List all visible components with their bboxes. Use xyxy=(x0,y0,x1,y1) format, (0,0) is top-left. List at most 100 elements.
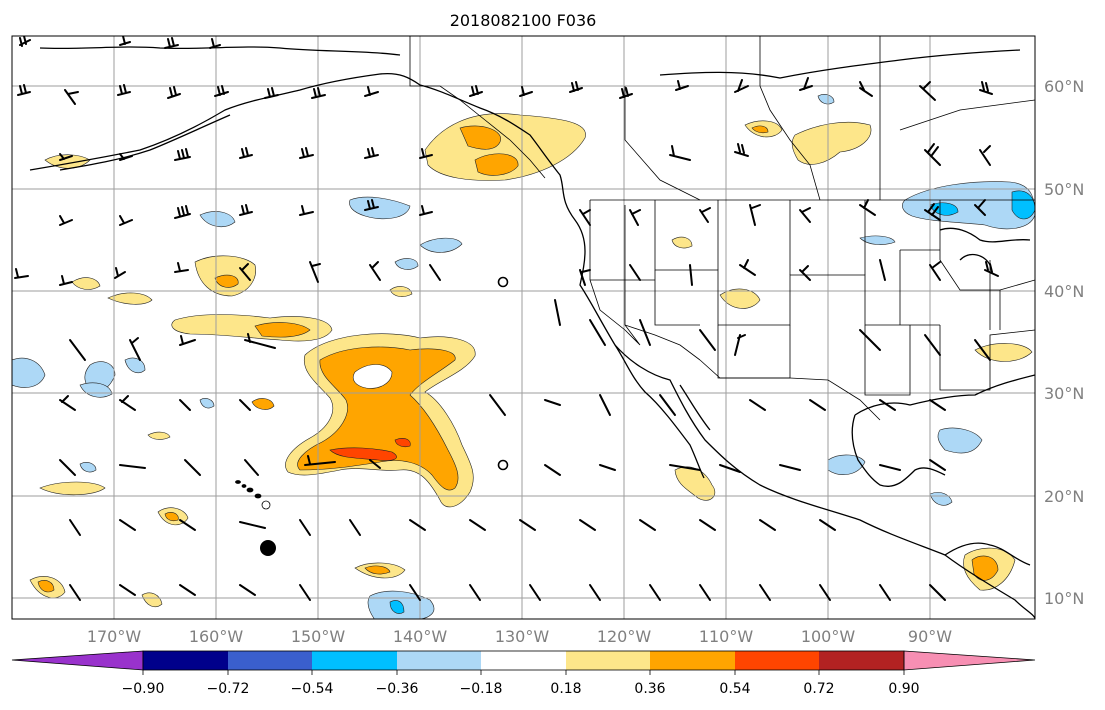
hawaiian-islands xyxy=(235,480,271,510)
lon-label: 100°W xyxy=(801,627,856,646)
wind-barb xyxy=(59,275,73,286)
wind-barb xyxy=(419,205,433,216)
wind-barb xyxy=(749,399,766,411)
wind-barb xyxy=(69,339,86,361)
wind-barb xyxy=(799,265,811,281)
storm-center-marker xyxy=(260,540,276,556)
wind-barb xyxy=(469,584,481,601)
wind-barb xyxy=(19,36,31,47)
wind-barb xyxy=(879,464,901,471)
wind-barb xyxy=(924,203,941,221)
contour-negative xyxy=(394,258,419,270)
lat-label: 50°N xyxy=(1044,180,1084,199)
wind-barb xyxy=(369,459,381,469)
contour-negative xyxy=(199,398,215,409)
contour-negative xyxy=(12,357,46,388)
wind-barb xyxy=(69,519,81,536)
wind-barb xyxy=(174,205,191,219)
wind-barb xyxy=(239,263,251,281)
open-circle-marker xyxy=(497,459,509,471)
wind-barb xyxy=(669,464,701,471)
wind-barb xyxy=(59,215,73,226)
wind-barb xyxy=(244,333,276,349)
colorbar-label: 0.18 xyxy=(550,681,581,697)
contour-positive xyxy=(389,286,413,297)
wind-barb xyxy=(299,519,311,536)
colorbar-segment xyxy=(566,651,650,670)
colorbar: −0.90 −0.72 −0.54 −0.36 −0.18 0.18 0.36 … xyxy=(11,650,1036,697)
wind-barb xyxy=(179,335,196,346)
wind-barb xyxy=(599,464,616,471)
wind-barb xyxy=(64,89,79,105)
map-frame xyxy=(11,35,1036,620)
wind-barb xyxy=(675,80,689,91)
wind-barb xyxy=(739,259,756,276)
contour-positive xyxy=(141,592,163,607)
contour-negative xyxy=(817,94,835,105)
wind-barb xyxy=(924,334,941,356)
wind-barb xyxy=(749,204,761,226)
longitude-labels: 170°W 160°W 150°W 140°W 130°W 120°W 110°… xyxy=(87,627,952,646)
wind-barb xyxy=(544,399,561,406)
wind-barb xyxy=(859,81,873,97)
colorbar-extend-high xyxy=(903,650,1036,671)
contour-positive xyxy=(352,364,393,389)
contour-positive xyxy=(974,343,1033,362)
contour-positive xyxy=(171,314,333,342)
wind-barb xyxy=(859,329,881,351)
lon-label: 140°W xyxy=(393,627,448,646)
wind-barb xyxy=(239,399,251,411)
wind-barb xyxy=(689,264,693,286)
wind-barb xyxy=(659,394,676,416)
contour-negative xyxy=(79,462,97,473)
wind-barb xyxy=(409,519,426,531)
wind-barb xyxy=(519,86,533,97)
wind-barb xyxy=(919,81,936,101)
contour-positive xyxy=(37,580,55,593)
colorbar-label: −0.90 xyxy=(122,681,165,697)
colorbar-segment xyxy=(650,651,735,670)
colorbar-label: −0.54 xyxy=(291,681,334,697)
open-circle-marker xyxy=(497,276,509,288)
contour-negative xyxy=(349,196,411,219)
wind-barb xyxy=(639,519,656,531)
political-borders xyxy=(409,36,1035,421)
wind-barb xyxy=(669,145,691,161)
contour-negative xyxy=(124,357,146,373)
wind-barb xyxy=(299,584,311,601)
wind-barb xyxy=(569,81,583,93)
wind-barb xyxy=(974,199,986,216)
contour-positive xyxy=(254,322,311,338)
lon-label: 110°W xyxy=(699,627,754,646)
wind-barb xyxy=(529,584,541,601)
wind-barb xyxy=(119,36,131,46)
wind-barb xyxy=(929,459,946,471)
wind-barb xyxy=(879,259,886,281)
wind-barb xyxy=(59,395,76,411)
wind-barb xyxy=(119,153,133,161)
wind-barb xyxy=(929,584,946,601)
wind-barb xyxy=(429,264,441,281)
wind-barb xyxy=(809,399,826,411)
wind-barb xyxy=(699,207,711,223)
wind-barb xyxy=(819,584,831,601)
contour-negative xyxy=(199,211,236,228)
wind-barb xyxy=(859,199,876,216)
wind-barb xyxy=(599,394,611,416)
contour-negative xyxy=(859,235,896,245)
lon-label: 170°W xyxy=(87,627,142,646)
lon-label: 150°W xyxy=(291,627,346,646)
contour-negative xyxy=(389,600,405,614)
wind-barb xyxy=(179,519,196,531)
wind-barb xyxy=(929,399,946,411)
wind-barb xyxy=(59,459,76,476)
wind-barb xyxy=(214,85,229,97)
lon-label: 90°W xyxy=(908,627,952,646)
wind-barb xyxy=(311,87,326,99)
wind-barb xyxy=(119,395,136,411)
wind-barb xyxy=(879,399,896,411)
colorbar-label: 0.72 xyxy=(803,681,834,697)
wind-barb xyxy=(469,85,483,97)
wind-barb xyxy=(309,261,321,283)
